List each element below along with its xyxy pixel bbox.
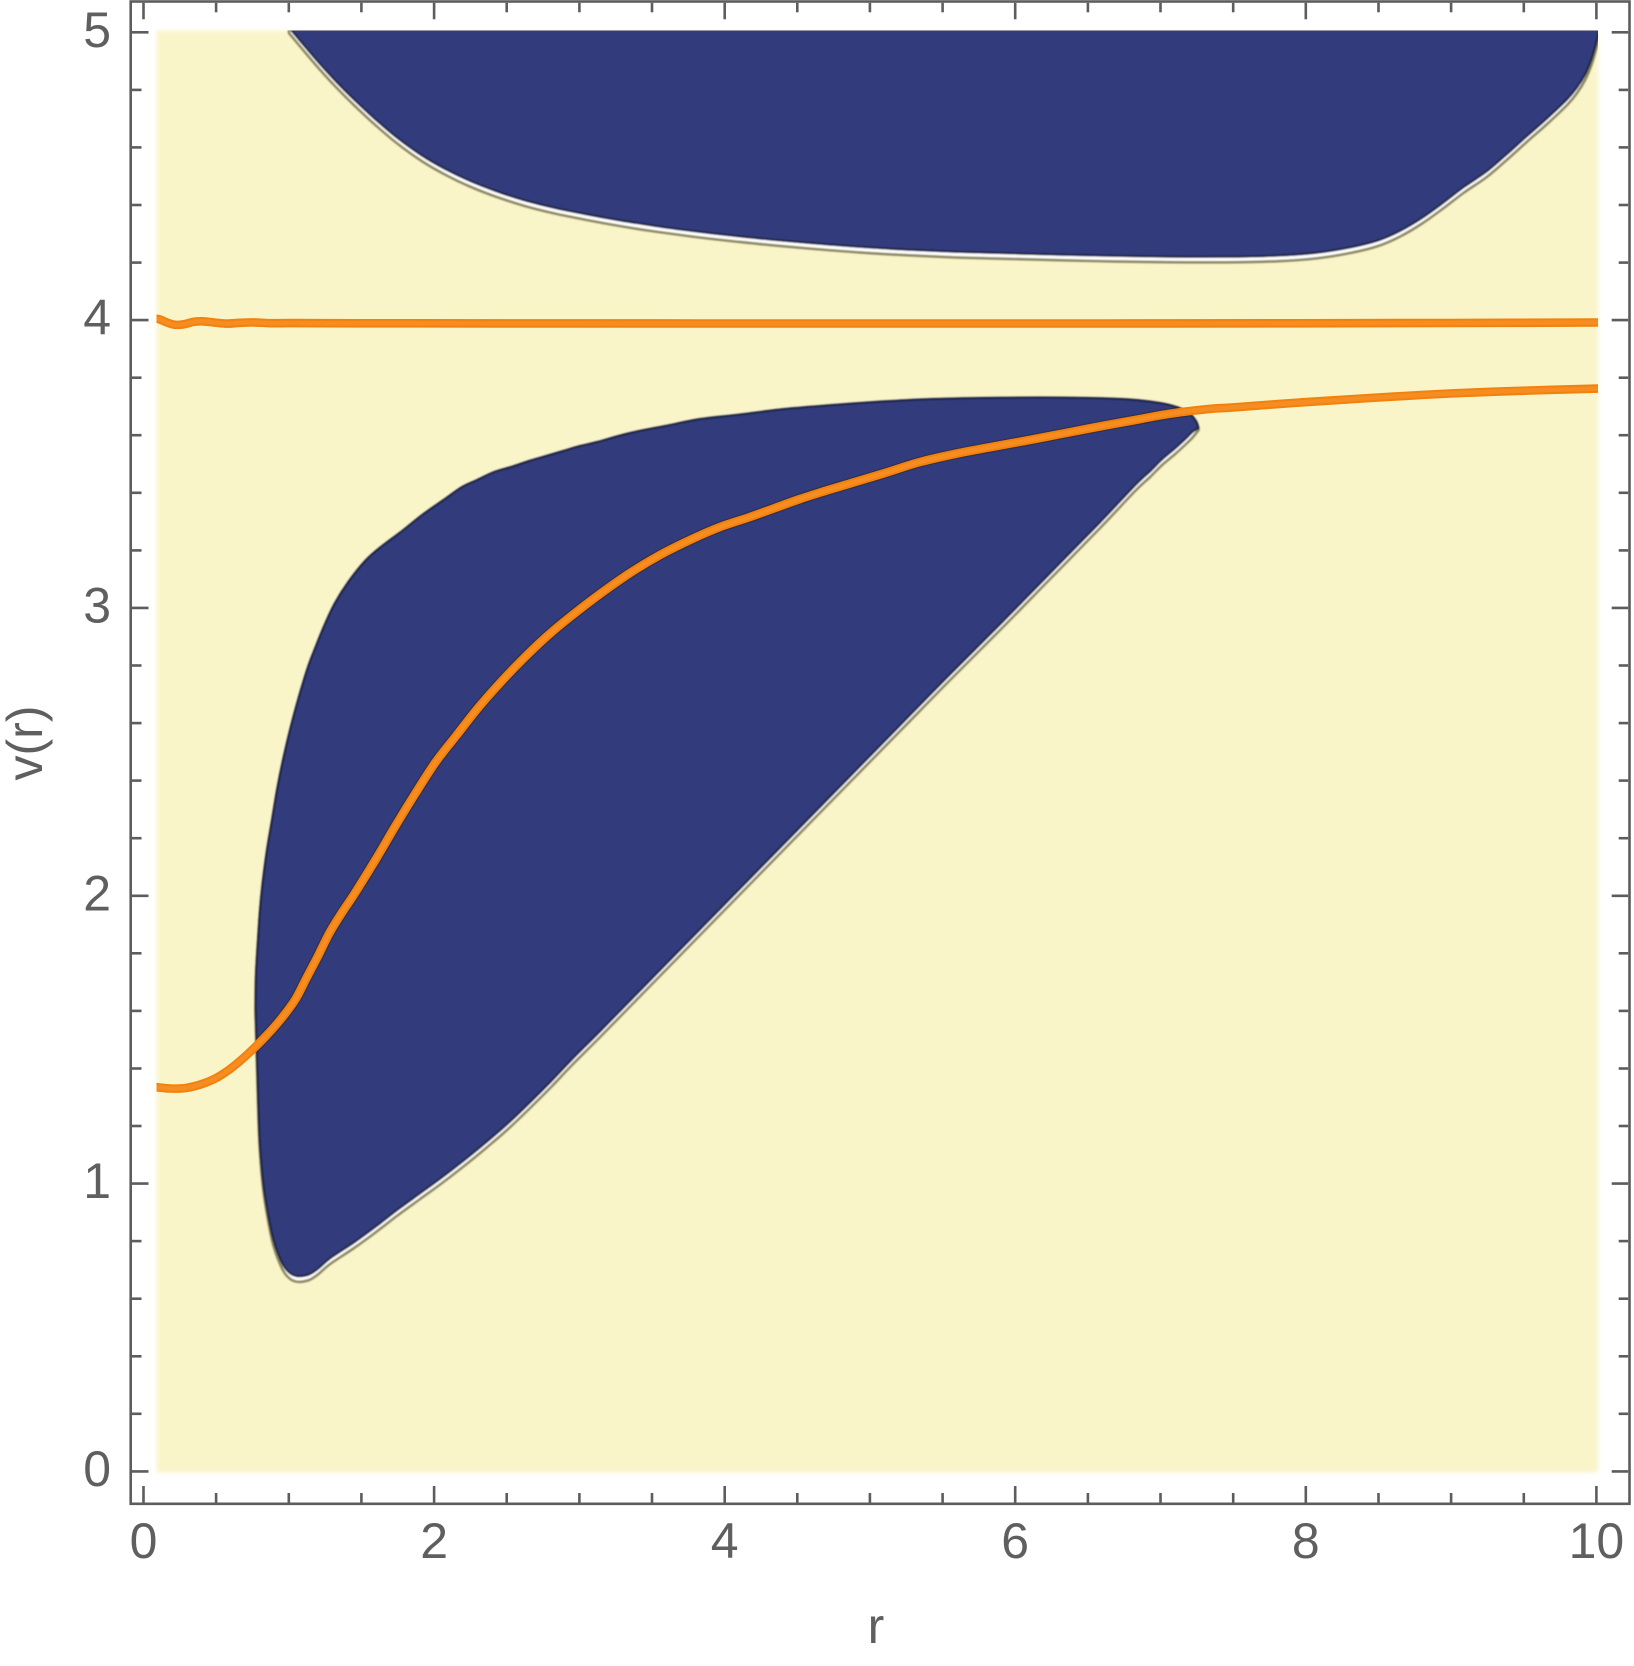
svg-text:4: 4 xyxy=(711,1513,739,1569)
svg-text:v(r): v(r) xyxy=(0,706,53,781)
svg-text:2: 2 xyxy=(83,865,111,921)
svg-text:2: 2 xyxy=(420,1513,448,1569)
svg-text:3: 3 xyxy=(83,577,111,633)
svg-text:5: 5 xyxy=(83,2,111,58)
svg-text:8: 8 xyxy=(1292,1513,1320,1569)
svg-text:0: 0 xyxy=(83,1441,111,1497)
svg-text:1: 1 xyxy=(83,1153,111,1209)
svg-text:0: 0 xyxy=(130,1513,158,1569)
svg-text:r: r xyxy=(868,1598,885,1654)
svg-text:4: 4 xyxy=(83,290,111,346)
svg-text:6: 6 xyxy=(1001,1513,1029,1569)
svg-text:10: 10 xyxy=(1569,1513,1625,1569)
